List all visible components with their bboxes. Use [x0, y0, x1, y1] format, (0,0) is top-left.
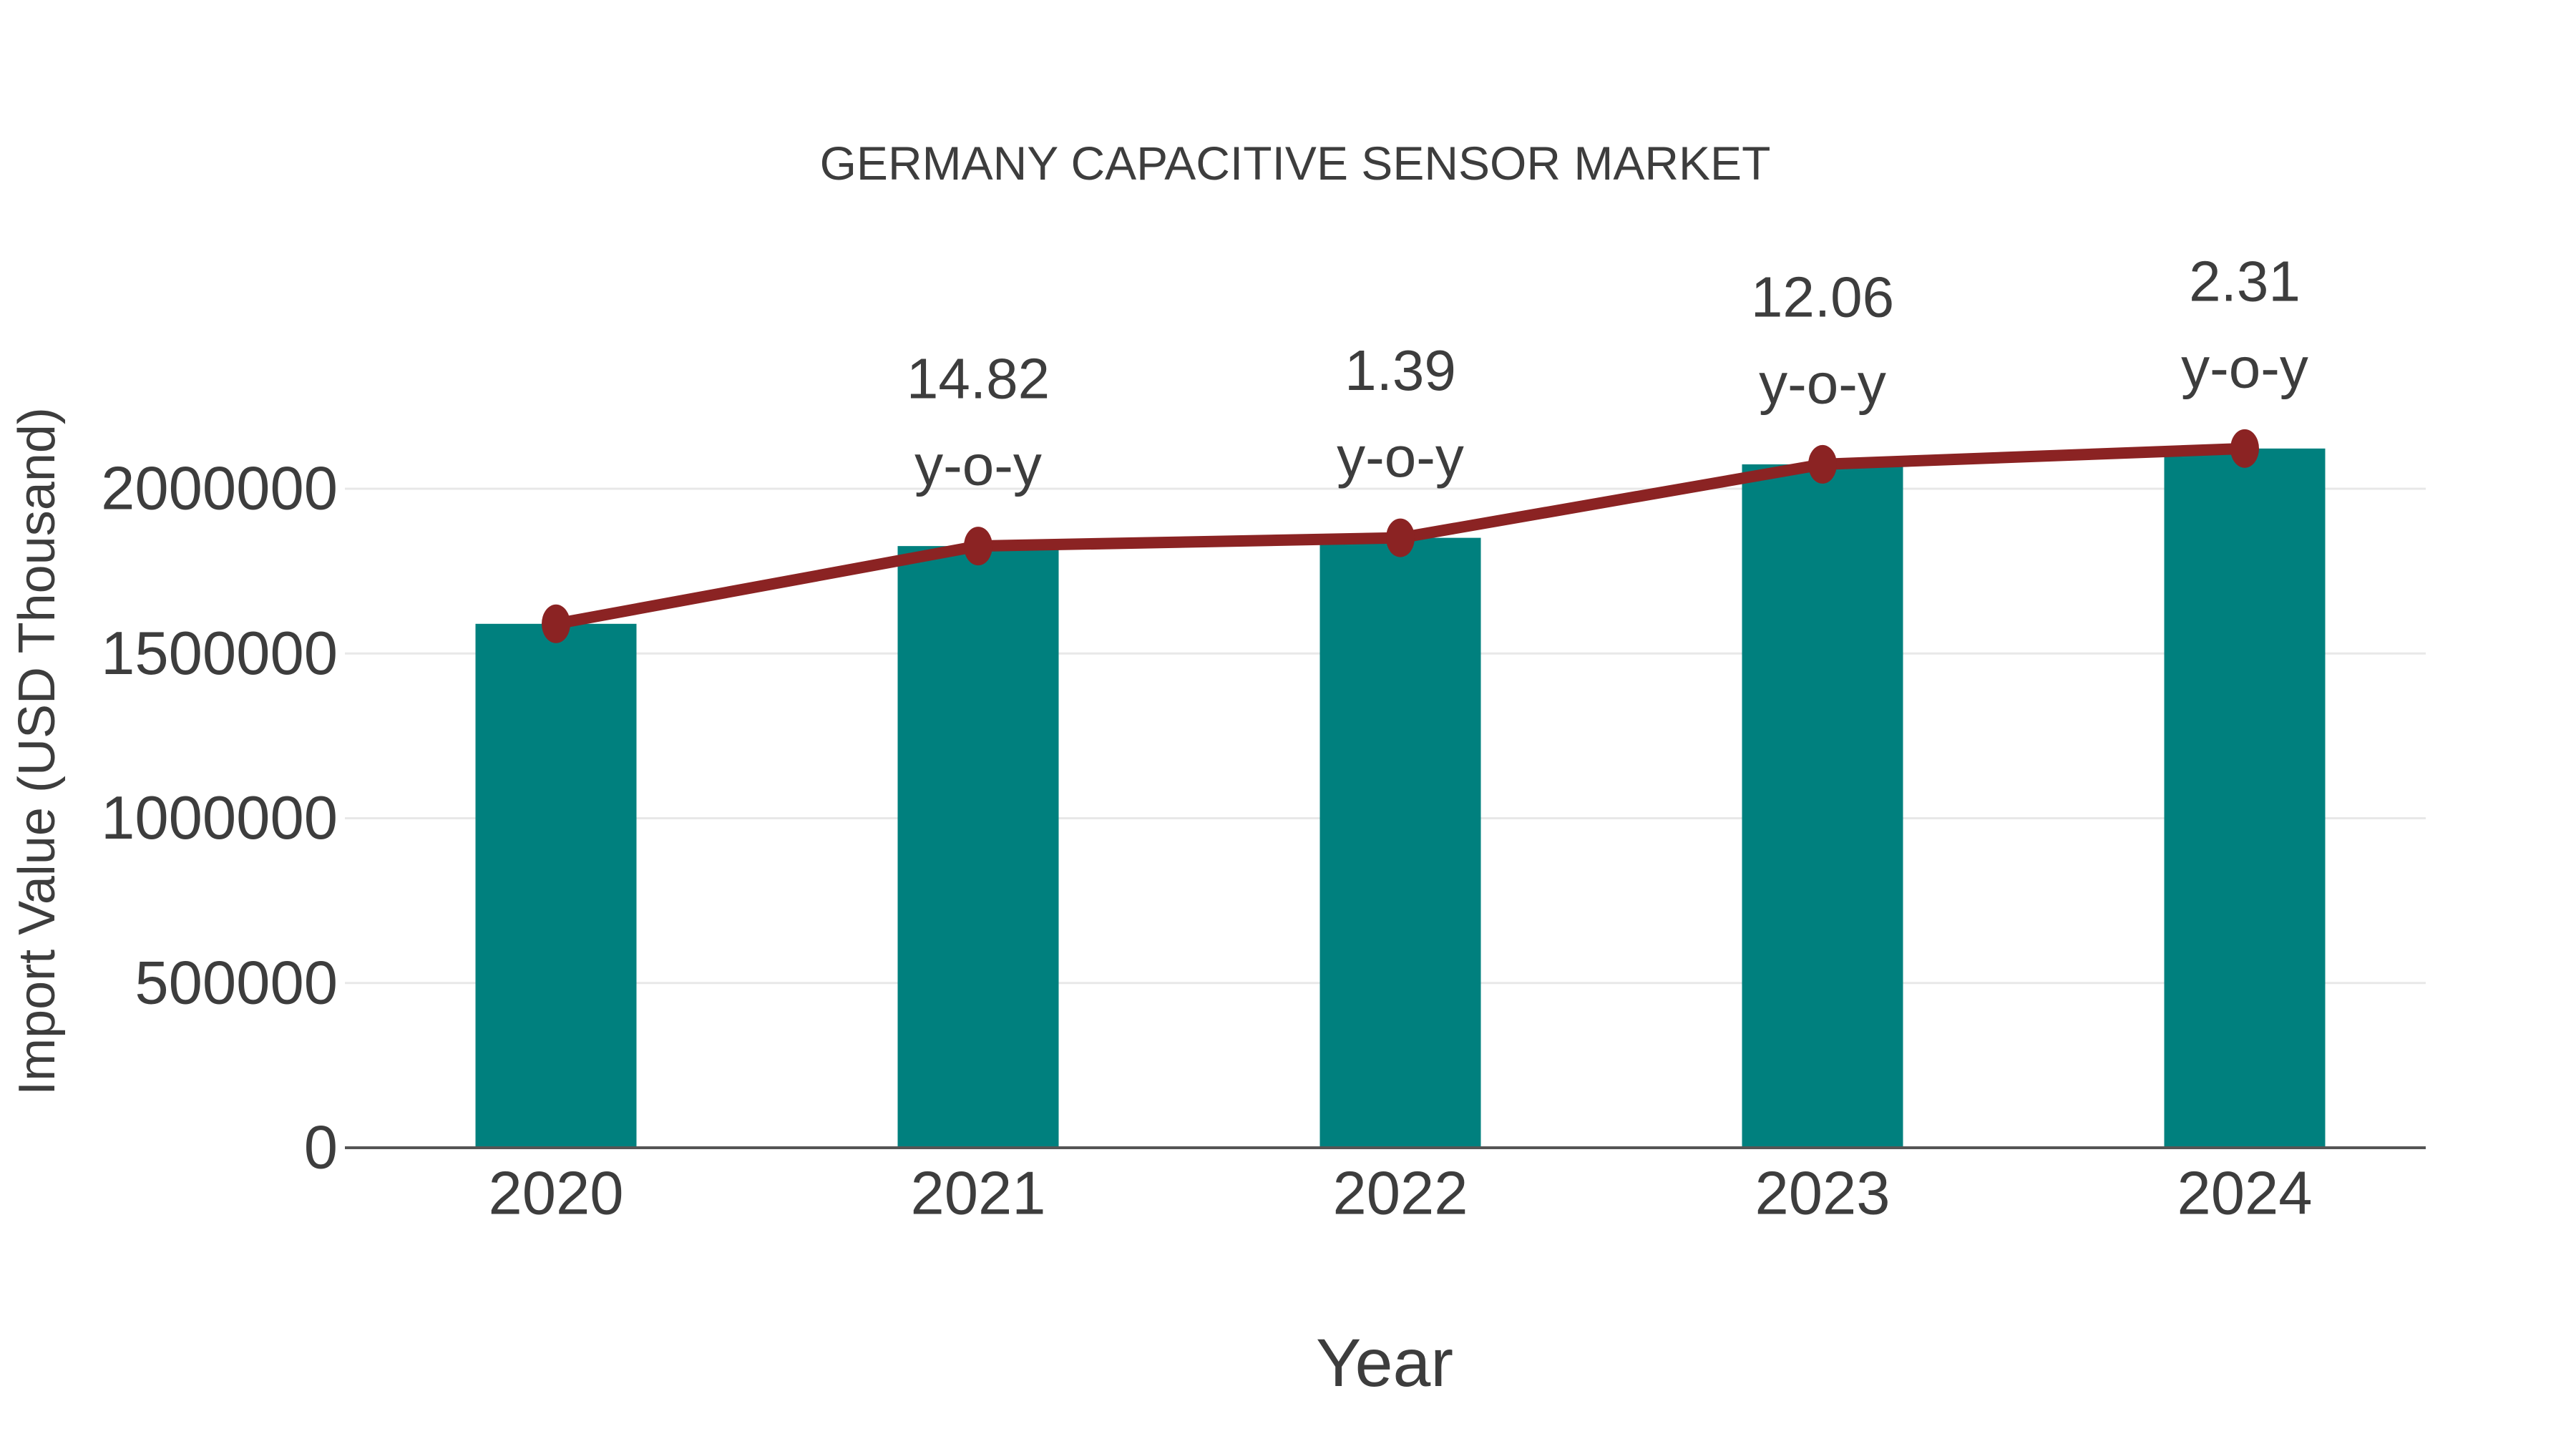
- y-axis-title: Import Value (USD Thousand): [9, 407, 66, 1096]
- y-tick-label-1500000: 1500000: [101, 620, 338, 688]
- y-tick-label-1000000: 1000000: [101, 784, 338, 852]
- y-tick-label-0: 0: [304, 1114, 338, 1182]
- line-marker-2020: [542, 604, 570, 643]
- x-tick-label-2024: 2024: [2177, 1160, 2312, 1228]
- y-tick-label-2000000: 2000000: [101, 455, 338, 523]
- x-tick-label-2022: 2022: [1332, 1160, 1468, 1228]
- y-tick-label-500000: 500000: [135, 949, 338, 1017]
- bar-2021: [897, 546, 1059, 1148]
- line-series: [542, 429, 2259, 643]
- yoy-annotations: 14.82 y-o-y 1.39 y-o-y 12.06 y-o-y 2.31 y-o-y: [907, 249, 2308, 497]
- bar-series: [475, 448, 2326, 1148]
- yoy-suffix-2024: y-o-y: [2181, 336, 2308, 399]
- chart-title: GERMANY CAPACITIVE SENSOR MARKET: [820, 137, 1771, 190]
- x-tick-label-2021: 2021: [910, 1160, 1045, 1228]
- x-axis-tick-labels: 2020 2021 2022 2023 2024: [488, 1160, 2312, 1228]
- yoy-value-2022: 1.39: [1345, 338, 1456, 402]
- bar-2023: [1742, 464, 1903, 1148]
- line-marker-2022: [1386, 518, 1415, 557]
- line-marker-2023: [1808, 444, 1837, 484]
- line-marker-2024: [2230, 429, 2259, 468]
- bar-2024: [2164, 448, 2326, 1148]
- x-axis-title: Year: [1316, 1325, 1453, 1401]
- yoy-suffix-2023: y-o-y: [1759, 351, 1886, 415]
- bar-2020: [475, 623, 637, 1148]
- yoy-value-2023: 12.06: [1751, 265, 1894, 328]
- x-tick-label-2020: 2020: [488, 1160, 623, 1228]
- y-axis-tick-labels: 0 500000 1000000 1500000 2000000: [101, 455, 338, 1182]
- x-tick-label-2023: 2023: [1755, 1160, 1890, 1228]
- yoy-value-2024: 2.31: [2189, 249, 2301, 313]
- yoy-suffix-2022: y-o-y: [1337, 425, 1464, 489]
- bar-2022: [1319, 537, 1481, 1148]
- line-marker-2021: [964, 527, 992, 566]
- yoy-value-2021: 14.82: [907, 347, 1050, 411]
- yoy-suffix-2021: y-o-y: [914, 434, 1042, 497]
